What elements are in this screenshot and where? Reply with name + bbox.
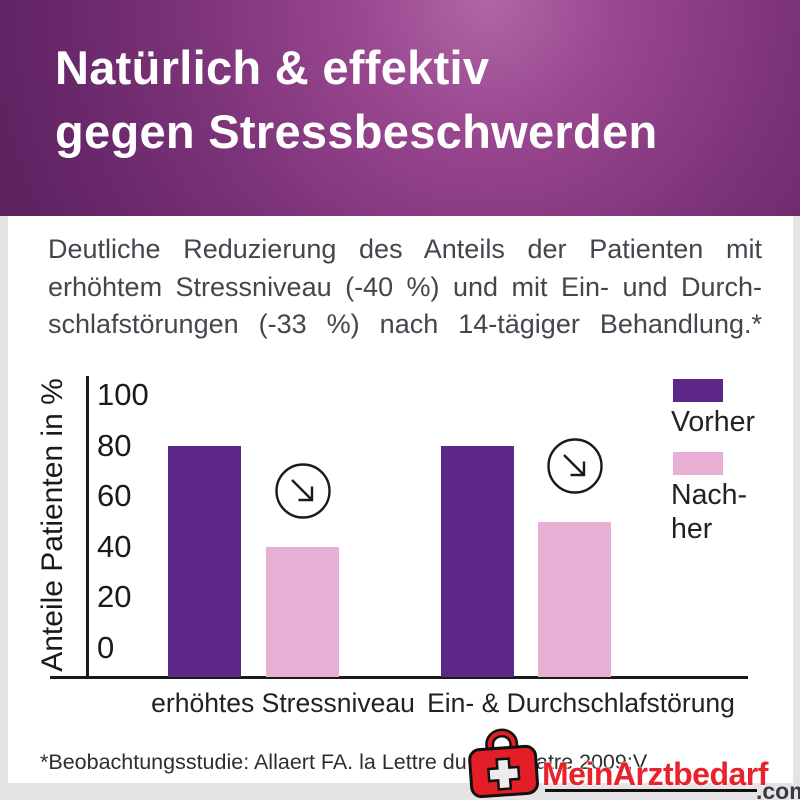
legend-label-nachher: Nach- her (671, 479, 748, 545)
decrease-arrow-icon (274, 462, 332, 520)
legend-swatch-vorher (673, 379, 723, 402)
legend-swatch-nachher (673, 452, 723, 475)
intro-line-3: schlafstörungen (-33 %) nach 14-tägiger … (48, 309, 762, 339)
watermark-tld: .com (756, 778, 800, 800)
watermark-underline (545, 789, 757, 792)
intro-paragraph: Deutliche Reduzierung des Anteils der Pa… (48, 231, 762, 344)
bar-vorher (441, 445, 514, 677)
header-banner: Natürlich & effektiv gegen Stressbeschwe… (0, 0, 800, 216)
legend-label-vorher: Vorher (671, 406, 755, 438)
x-axis-line (50, 676, 748, 679)
page-border-right (793, 216, 800, 800)
y-tick-label: 40 (97, 528, 132, 564)
decrease-arrow-icon (546, 437, 604, 495)
y-tick-label: 0 (97, 630, 115, 665)
y-axis-line (86, 376, 89, 677)
page-border-left (0, 216, 8, 800)
page-title: Natürlich & effektiv gegen Stressbeschwe… (55, 36, 657, 164)
bar-vorher (168, 445, 241, 677)
category-label: Ein- & Durchschlafstörung (427, 688, 735, 718)
footnote-text: *Beobachtungsstudie: Allaert FA. la Lett… (40, 750, 648, 774)
y-axis-label: Anteile Patienten in % (36, 378, 69, 672)
bar-nachher (266, 546, 339, 677)
category-label: erhöhtes Stressniveau (151, 688, 415, 718)
page-title-line-1: Natürlich & effektiv (55, 41, 490, 94)
y-tick-label: 60 (97, 478, 132, 514)
intro-line-2: erhöhtem Stressniveau (-40 %) und mit Ei… (48, 271, 762, 302)
page-title-line-2: gegen Stressbeschwerden (55, 105, 658, 158)
first-aid-kit-icon (464, 727, 542, 800)
bar-nachher (538, 521, 611, 677)
page-border-bottom (0, 783, 800, 800)
y-tick-label: 80 (97, 427, 132, 463)
watermark-brand: MeinArztbedarf (542, 756, 768, 792)
bar-chart: Anteile Patienten in % 0 20 40 60 80 100 erhöh… (0, 360, 800, 735)
intro-line-1: Deutliche Reduzierung des Anteils der Pa… (48, 234, 762, 264)
y-tick-label: 100 (97, 377, 149, 412)
y-tick-label: 20 (97, 579, 132, 615)
